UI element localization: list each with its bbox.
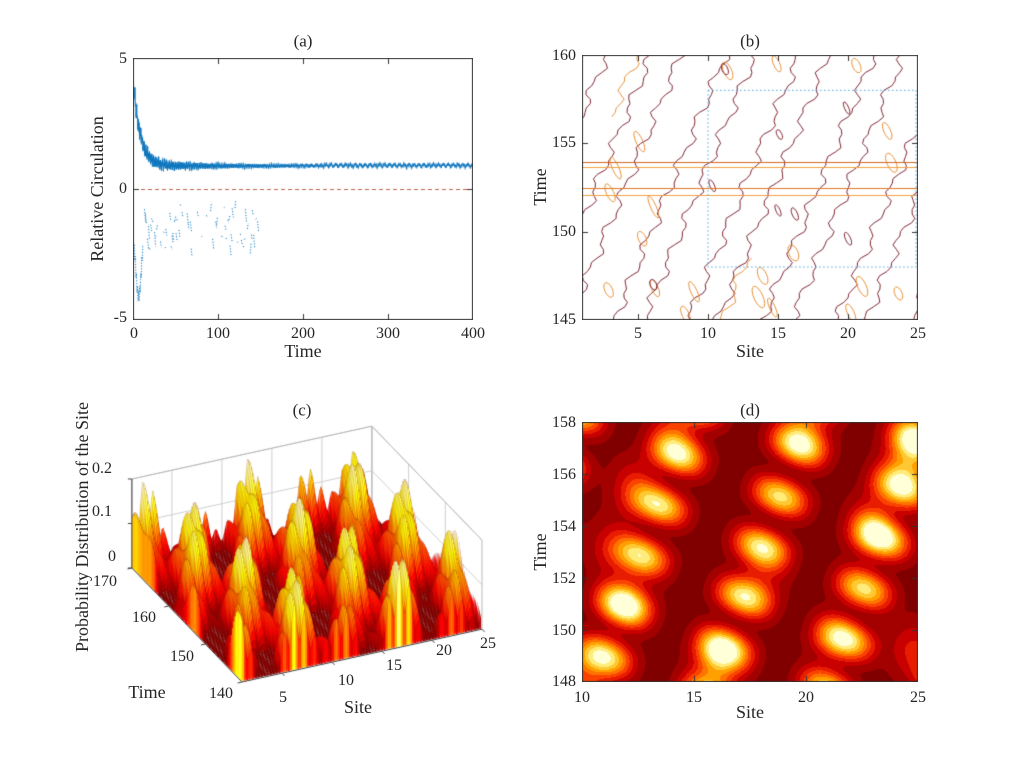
- plot-c-canvas: [60, 400, 530, 715]
- plot-b-xtick: 5: [634, 325, 642, 342]
- plot-b-ytick: 155: [552, 134, 576, 151]
- plot-d-ytick: 152: [552, 570, 576, 587]
- plot-d-ytick: 154: [552, 518, 576, 535]
- plot-c-time-tick: 140: [209, 685, 233, 702]
- plot-c-site-tick: 15: [386, 657, 402, 674]
- plot-b-xtick: 10: [700, 325, 716, 342]
- plot-a-xtick: 200: [291, 325, 315, 342]
- plot-c-site-label: Site: [343, 697, 373, 717]
- plot-a-xtick: 100: [206, 325, 230, 342]
- plot-c-time-label: Time: [128, 682, 166, 702]
- plot-d-xtick: 20: [798, 689, 814, 706]
- plot-c-ztick: 0.1: [92, 503, 112, 520]
- plot-d-title: (d): [740, 400, 760, 420]
- plot-c-ztick: 0: [108, 548, 116, 565]
- plot-a-xlabel: Time: [284, 341, 322, 361]
- plot-d-ytick: 148: [552, 673, 576, 690]
- plot-c-site-tick: 20: [436, 642, 452, 659]
- plot-c-site-tick: 5: [279, 689, 287, 706]
- plot-b-ylabel: Time: [530, 168, 550, 206]
- plot-d-ytick: 158: [552, 414, 576, 431]
- plot-d-ytick: 150: [552, 622, 576, 639]
- plot-b-ytick: 145: [552, 311, 576, 328]
- plot-b-ytick: 160: [552, 47, 576, 64]
- plot-d-ylabel: Time: [530, 533, 550, 571]
- plot-b-xtick: 20: [840, 325, 856, 342]
- plot-c-time-tick: 150: [170, 648, 194, 665]
- plot-a-xtick: 400: [461, 325, 485, 342]
- plot-c-title: (c): [292, 400, 312, 420]
- plot-b-xlabel: Site: [735, 341, 765, 361]
- plot-a-xtick: 300: [376, 325, 400, 342]
- plot-c-zlabel: Probability Distribution of the Site: [72, 402, 92, 652]
- plot-d-xtick: 15: [686, 689, 702, 706]
- plot-a-ytick: -5: [113, 309, 127, 326]
- plot-a-xtick: 0: [130, 325, 138, 342]
- plot-b-canvas: [582, 55, 918, 320]
- plot-b-ytick: 150: [552, 223, 576, 240]
- plot-c-time-tick: 160: [132, 609, 156, 626]
- plot-b-title: (b): [740, 31, 760, 51]
- plot-d-canvas: [582, 422, 918, 682]
- plot-b-xtick: 15: [770, 325, 786, 342]
- plot-c-ztick: 0.2: [92, 460, 112, 477]
- plot-c-site-tick: 25: [480, 635, 496, 652]
- plot-c-time-tick: 170: [93, 573, 117, 590]
- plot-d-ytick: 156: [552, 466, 576, 483]
- plot-a-ytick: 5: [119, 50, 127, 67]
- plot-a-ytick: 0: [119, 180, 127, 197]
- plot-a-title: (a): [293, 31, 313, 51]
- plot-b-xtick: 25: [910, 325, 926, 342]
- plot-a-canvas: [133, 58, 473, 320]
- plot-a-ylabel: Relative Circulation: [87, 116, 107, 262]
- plot-d-xtick: 10: [574, 689, 590, 706]
- plot-d-xlabel: Site: [735, 702, 765, 722]
- plot-c-site-tick: 10: [338, 672, 354, 689]
- plot-d-xtick: 25: [910, 689, 926, 706]
